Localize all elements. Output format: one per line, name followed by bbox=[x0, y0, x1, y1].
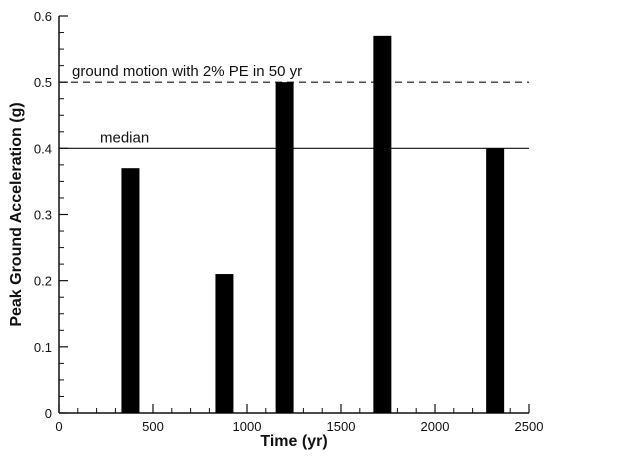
x-tick-label: 2000 bbox=[421, 419, 450, 434]
bar bbox=[121, 168, 140, 413]
x-tick-label: 2500 bbox=[515, 419, 544, 434]
y-tick-label: 0.4 bbox=[34, 141, 52, 156]
y-tick-label: 0.6 bbox=[34, 9, 52, 24]
reference-lines: ground motion with 2% PE in 50 yr median bbox=[59, 63, 529, 149]
bar bbox=[215, 274, 234, 413]
y-tick-label: 0.1 bbox=[34, 340, 52, 355]
y-tick-label: 0 bbox=[45, 406, 52, 421]
y-tick-label: 0.5 bbox=[34, 75, 52, 90]
bar bbox=[275, 82, 294, 414]
y-axis-title: Peak Ground Acceleration (g) bbox=[8, 102, 25, 326]
y-tick-label: 0.3 bbox=[34, 208, 52, 223]
reference-line-label: median bbox=[100, 129, 149, 146]
x-ticks: 0 500 1000 1500 2000 2500 bbox=[55, 404, 543, 434]
y-ticks: 0 0.1 0.2 0.3 0.4 0.5 0.6 bbox=[34, 9, 68, 421]
x-tick-label: 1500 bbox=[327, 419, 356, 434]
bars bbox=[121, 35, 505, 414]
y-tick-label: 0.2 bbox=[34, 274, 52, 289]
x-tick-label: 0 bbox=[55, 419, 62, 434]
x-tick-label: 500 bbox=[142, 419, 164, 434]
x-tick-label: 1000 bbox=[233, 419, 262, 434]
x-axis-title: Time (yr) bbox=[260, 433, 327, 450]
reference-line-label: ground motion with 2% PE in 50 yr bbox=[72, 63, 302, 80]
bar bbox=[486, 148, 505, 414]
bar bbox=[373, 35, 392, 413]
